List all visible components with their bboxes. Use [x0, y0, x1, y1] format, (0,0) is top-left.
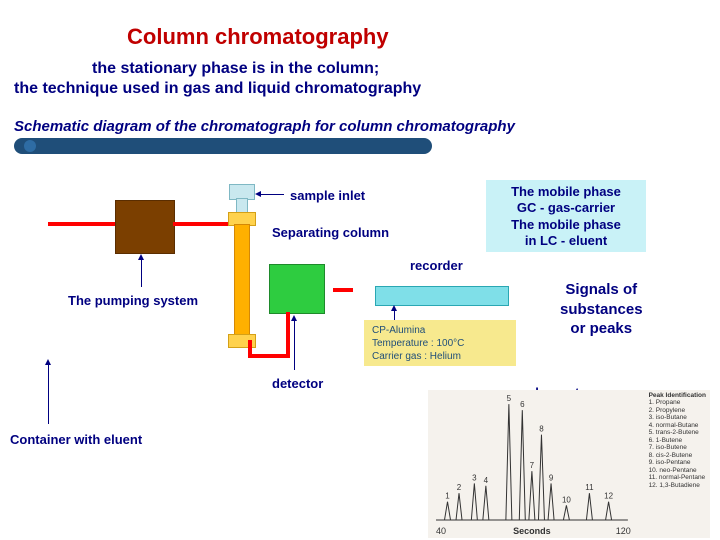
subtitle-2: the technique used in gas and liquid chr…: [14, 80, 421, 98]
page-title: Column chromatography: [127, 24, 389, 50]
column-body: [234, 224, 250, 336]
mobile-phase-box: The mobile phaseGC - gas-carrierThe mobi…: [486, 180, 646, 252]
detector-box: [269, 264, 325, 314]
arrow-container: [48, 364, 49, 424]
caption: Schematic diagram of the chromatograph f…: [14, 118, 515, 135]
svg-text:11: 11: [585, 483, 594, 492]
svg-text:2: 2: [457, 483, 462, 492]
svg-text:9: 9: [549, 473, 554, 482]
svg-text:40: 40: [436, 526, 446, 536]
label-sample-inlet: sample inlet: [290, 188, 365, 203]
chromatogram-panel: Peak Identification1. Propane2. Propylen…: [428, 390, 710, 538]
svg-text:12: 12: [604, 492, 613, 501]
svg-text:6: 6: [520, 400, 525, 409]
svg-text:7: 7: [530, 461, 535, 470]
arrow-pumping: [141, 259, 142, 287]
subtitle-1: the stationary phase is in the column;: [92, 60, 379, 78]
cp-alumina-box: CP-AluminaTemperature : 100°CCarrier gas…: [364, 320, 516, 366]
pump-box: [115, 200, 175, 254]
label-detector: detector: [272, 376, 323, 391]
svg-text:120: 120: [616, 526, 631, 536]
svg-text:5: 5: [507, 394, 512, 403]
label-container: Container with eluent: [10, 432, 142, 447]
arrow-detector: [294, 320, 295, 370]
recorder-box: [375, 286, 509, 306]
decor-bar: [14, 138, 432, 154]
label-separating-column: Separating column: [272, 225, 389, 240]
decor-dot: [24, 140, 36, 152]
label-signals: Signals ofsubstancesor peaks: [560, 280, 643, 339]
arrow-sample-inlet: [260, 194, 284, 195]
svg-text:3: 3: [472, 473, 477, 482]
svg-text:4: 4: [484, 476, 489, 485]
svg-text:1: 1: [445, 492, 450, 501]
svg-text:8: 8: [539, 425, 544, 434]
label-pumping: The pumping system: [68, 293, 198, 308]
label-recorder: recorder: [410, 258, 463, 273]
svg-text:10: 10: [562, 495, 571, 504]
svg-text:Seconds: Seconds: [513, 526, 551, 536]
